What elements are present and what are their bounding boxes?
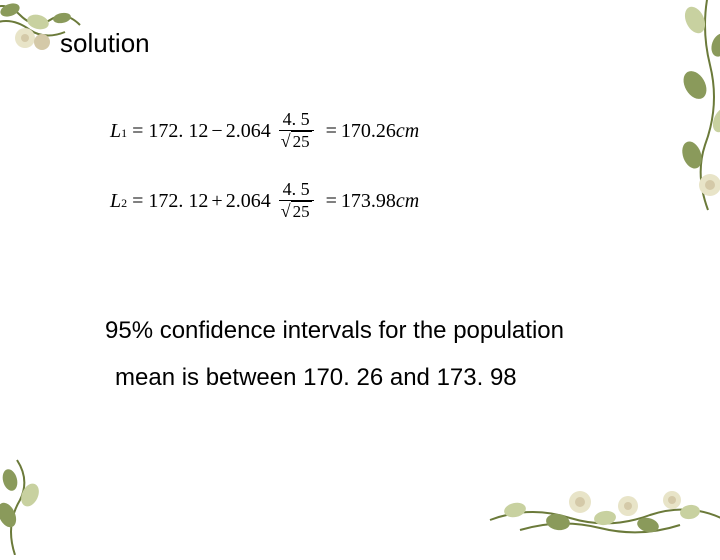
floral-decoration-bottom-right [480, 460, 720, 550]
conclusion-text: 95% confidence intervals for the populat… [105, 308, 564, 402]
equation-1: L1 = 172. 12 − 2.064 4. 5 √25 = 170.26cm [110, 110, 419, 152]
equations-block: L1 = 172. 12 − 2.064 4. 5 √25 = 170.26cm… [110, 110, 419, 251]
eq2-op: + [211, 190, 222, 213]
eq1-result: 170.26 [341, 120, 396, 143]
equation-2: L2 = 172. 12 + 2.064 4. 5 √25 = 173.98cm [110, 180, 419, 222]
eq2-unit: cm [396, 190, 419, 213]
conclusion-line-2: mean is between 170. 26 and 173. 98 [115, 355, 564, 402]
eq1-mean: 172. 12 [148, 120, 208, 143]
floral-decoration-top-right [640, 0, 720, 225]
eq2-sub: 2 [121, 196, 127, 211]
eq2-result: 173.98 [341, 190, 396, 213]
eq1-denom: 25 [291, 131, 312, 152]
eq1-var: L [110, 120, 121, 143]
eq1-numer: 4. 5 [279, 110, 314, 131]
eq1-unit: cm [396, 120, 419, 143]
eq2-mean: 172. 12 [148, 190, 208, 213]
eq1-sub: 1 [121, 126, 127, 141]
eq2-numer: 4. 5 [279, 180, 314, 201]
eq1-tval: 2.064 [226, 120, 271, 143]
eq1-op: − [211, 120, 222, 143]
eq2-denom: 25 [291, 201, 312, 222]
floral-decoration-bottom-left [0, 455, 70, 555]
eq2-var: L [110, 190, 121, 213]
conclusion-line-1: 95% confidence intervals for the populat… [105, 308, 564, 355]
slide-heading: solution [60, 28, 150, 59]
eq2-tval: 2.064 [226, 190, 271, 213]
